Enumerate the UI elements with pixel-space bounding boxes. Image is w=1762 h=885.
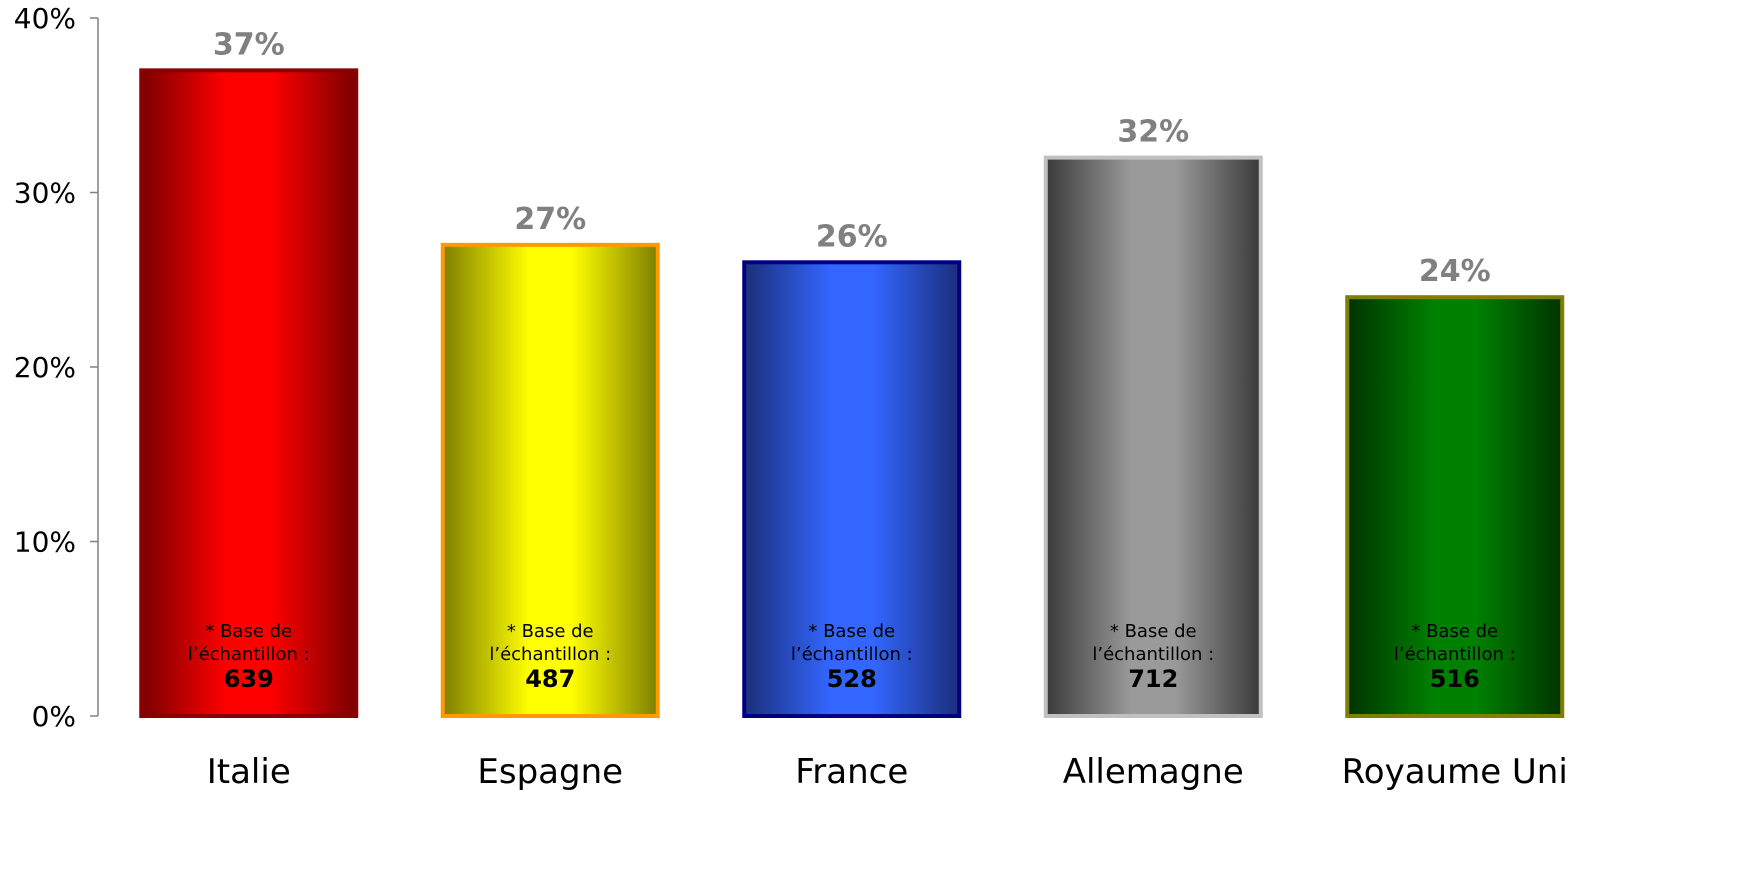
sample-size-value: 712 <box>1128 665 1178 693</box>
value-label: 27% <box>514 202 586 237</box>
category-label: Espagne <box>477 752 623 792</box>
y-tick-label: 40% <box>14 2 76 35</box>
value-label: 24% <box>1419 254 1491 289</box>
y-tick-label: 10% <box>14 526 76 559</box>
sample-base-label-line2: l’échantillon : <box>1092 644 1214 665</box>
sample-base-label: * Base de <box>205 621 292 642</box>
bar-espagne <box>440 242 660 718</box>
y-tick-label: 30% <box>14 177 76 210</box>
bar-royaume-uni <box>1345 295 1565 718</box>
sample-base-label: * Base de <box>507 621 594 642</box>
sample-base-label-line2: l’échantillon : <box>791 644 913 665</box>
sample-base-label: * Base de <box>1411 621 1498 642</box>
labels: 37%* Base del’échantillon :639Italie27%*… <box>188 27 1568 792</box>
value-label: 37% <box>213 27 285 62</box>
bar-italie <box>139 68 359 719</box>
sample-base-label-line2: l’échantillon : <box>489 644 611 665</box>
category-label: France <box>795 752 908 792</box>
sample-size-value: 528 <box>827 665 877 693</box>
sample-base-label-line2: l’échantillon : <box>188 644 310 665</box>
bar-allemagne <box>1043 155 1263 719</box>
sample-base-label-line2: l’échantillon : <box>1394 644 1516 665</box>
sample-base-label: * Base de <box>808 621 895 642</box>
sample-size-value: 487 <box>525 665 575 693</box>
y-axis: 0% 10% 20% 30% 40% <box>14 2 99 733</box>
value-label: 32% <box>1117 115 1189 150</box>
value-label: 26% <box>816 219 888 254</box>
y-tick-label: 0% <box>32 700 76 733</box>
y-tick-label: 20% <box>14 351 76 384</box>
category-label: Allemagne <box>1063 752 1244 792</box>
sample-base-label: * Base de <box>1110 621 1197 642</box>
sample-size-value: 516 <box>1430 665 1480 693</box>
bar-france <box>742 260 962 718</box>
sample-size-value: 639 <box>224 665 274 693</box>
bars <box>139 68 1565 719</box>
category-label: Italie <box>207 752 291 792</box>
category-label: Royaume Uni <box>1342 752 1568 792</box>
